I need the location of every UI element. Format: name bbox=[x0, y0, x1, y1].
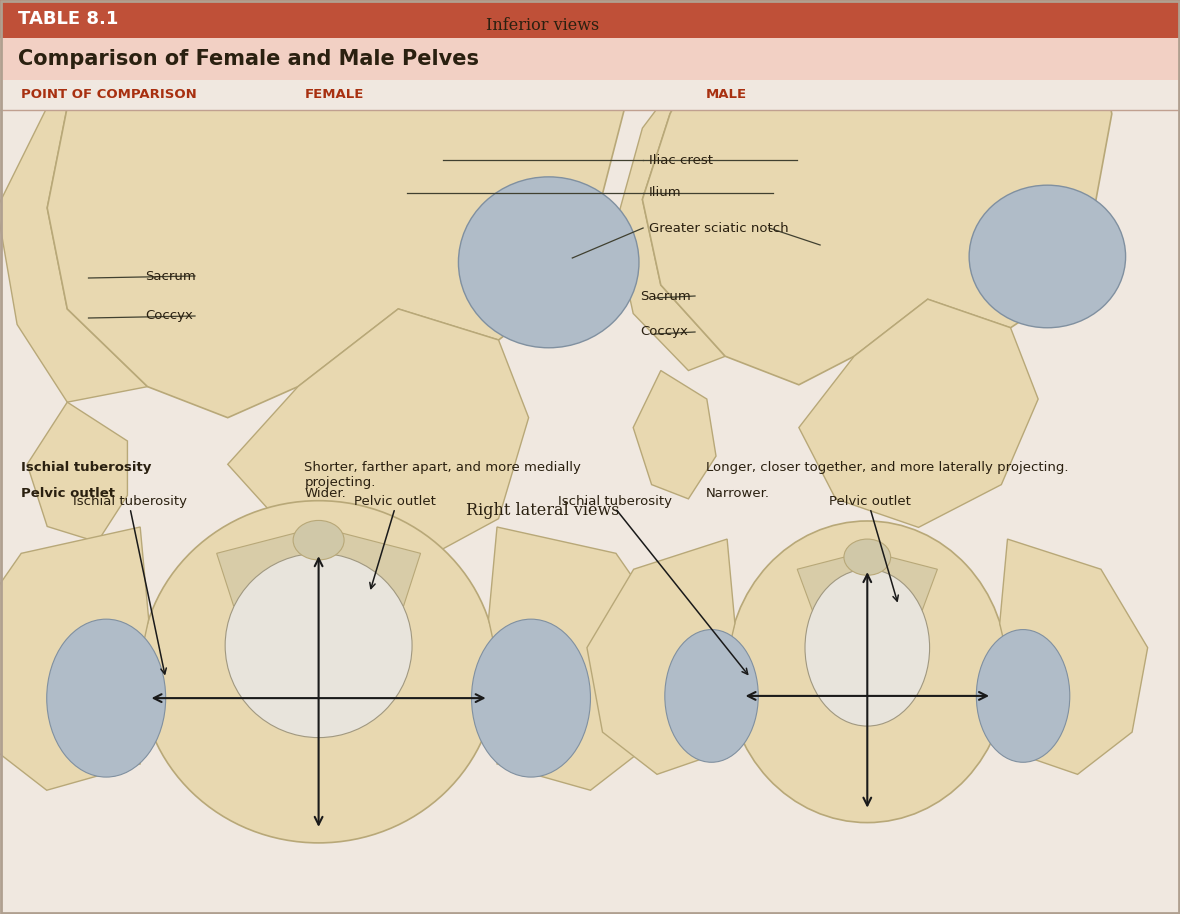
Ellipse shape bbox=[293, 520, 345, 560]
Text: Narrower.: Narrower. bbox=[706, 487, 769, 500]
Text: Shorter, farther apart, and more medially
projecting.: Shorter, farther apart, and more mediall… bbox=[304, 461, 582, 489]
Text: Coccyx: Coccyx bbox=[640, 325, 688, 338]
Text: TABLE 8.1: TABLE 8.1 bbox=[18, 10, 118, 28]
Text: Longer, closer together, and more laterally projecting.: Longer, closer together, and more latera… bbox=[706, 461, 1068, 473]
Polygon shape bbox=[228, 309, 529, 573]
Polygon shape bbox=[999, 539, 1148, 774]
Text: Pelvic outlet: Pelvic outlet bbox=[830, 495, 911, 508]
Text: Ischial tuberosity: Ischial tuberosity bbox=[73, 495, 186, 508]
Ellipse shape bbox=[805, 569, 930, 726]
Ellipse shape bbox=[664, 630, 759, 762]
Polygon shape bbox=[586, 539, 735, 774]
Polygon shape bbox=[0, 14, 148, 402]
Polygon shape bbox=[615, 43, 726, 370]
Polygon shape bbox=[799, 299, 1038, 527]
Polygon shape bbox=[642, 0, 1112, 385]
Text: Pelvic outlet: Pelvic outlet bbox=[354, 495, 435, 508]
Ellipse shape bbox=[459, 176, 640, 348]
Polygon shape bbox=[0, 527, 149, 791]
Bar bbox=[0, 80, 1180, 110]
Bar bbox=[0, 38, 1180, 80]
Text: Sacrum: Sacrum bbox=[145, 270, 196, 282]
Ellipse shape bbox=[727, 521, 1008, 823]
Text: Inferior views: Inferior views bbox=[486, 17, 599, 34]
Polygon shape bbox=[47, 0, 629, 418]
Text: Greater sciatic notch: Greater sciatic notch bbox=[649, 221, 788, 235]
Text: Pelvic outlet: Pelvic outlet bbox=[21, 487, 116, 500]
Ellipse shape bbox=[225, 553, 412, 738]
Text: POINT OF COMPARISON: POINT OF COMPARISON bbox=[21, 89, 197, 101]
Text: Wider.: Wider. bbox=[304, 487, 346, 500]
Text: Iliac crest: Iliac crest bbox=[649, 154, 713, 166]
Ellipse shape bbox=[472, 619, 590, 777]
Ellipse shape bbox=[140, 501, 497, 843]
Polygon shape bbox=[217, 527, 420, 619]
Text: Ischial tuberosity: Ischial tuberosity bbox=[21, 461, 151, 473]
Text: Comparison of Female and Male Pelves: Comparison of Female and Male Pelves bbox=[18, 49, 479, 69]
Text: Coccyx: Coccyx bbox=[145, 310, 192, 323]
Polygon shape bbox=[798, 551, 937, 623]
Ellipse shape bbox=[47, 619, 165, 777]
Text: Sacrum: Sacrum bbox=[640, 290, 690, 303]
Ellipse shape bbox=[844, 539, 891, 575]
Ellipse shape bbox=[976, 630, 1070, 762]
Text: Ischial tuberosity: Ischial tuberosity bbox=[558, 495, 671, 508]
Polygon shape bbox=[634, 370, 716, 499]
Polygon shape bbox=[489, 527, 675, 791]
Ellipse shape bbox=[969, 186, 1126, 328]
Polygon shape bbox=[27, 402, 127, 542]
Text: Right lateral views: Right lateral views bbox=[466, 502, 620, 518]
Text: MALE: MALE bbox=[706, 89, 747, 101]
Text: FEMALE: FEMALE bbox=[304, 89, 363, 101]
Bar bbox=[0, 0, 1180, 38]
Text: Ilium: Ilium bbox=[649, 186, 682, 199]
